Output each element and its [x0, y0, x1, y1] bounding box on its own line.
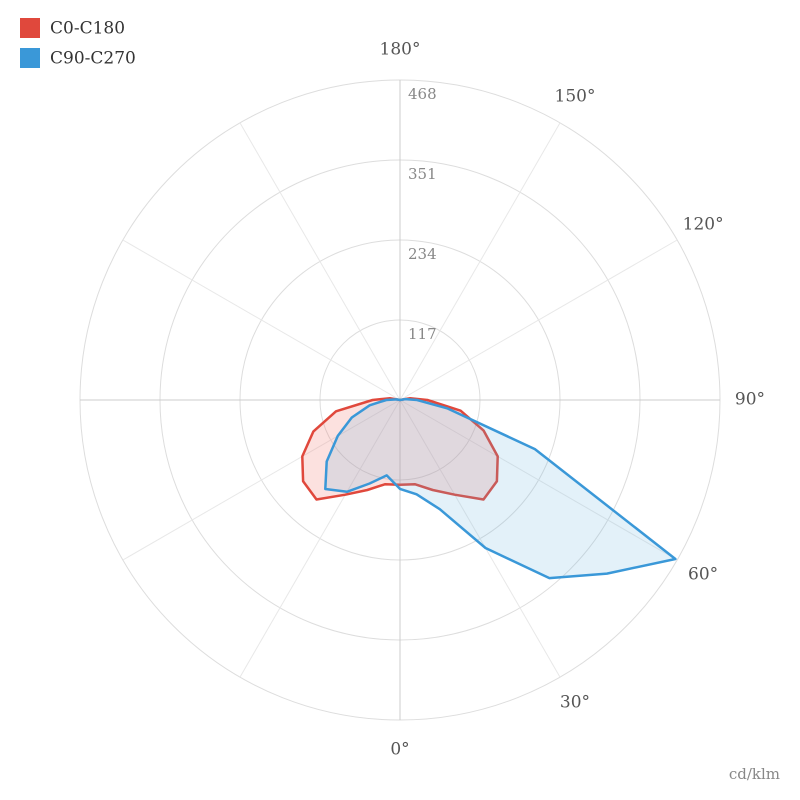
angle-label: 0°: [390, 740, 409, 760]
legend-label: C90-C270: [50, 49, 136, 69]
spoke: [122, 399, 401, 561]
r-tick-label: 351: [408, 165, 437, 183]
angle-label: 60°: [688, 565, 718, 585]
r-tick-label: 468: [408, 85, 437, 103]
spoke: [399, 239, 678, 401]
spoke: [122, 239, 401, 401]
series-curve: [301, 396, 499, 501]
legend-label: C0-C180: [50, 19, 125, 39]
legend-swatch: [20, 48, 40, 68]
spoke: [399, 399, 678, 561]
r-tick-label: 117: [408, 325, 437, 343]
angle-label: 90°: [735, 390, 765, 410]
angle-label: 180°: [380, 40, 421, 60]
legend-swatch: [20, 18, 40, 38]
spoke: [399, 122, 561, 401]
spoke: [399, 399, 561, 678]
unit-label: cd/klm: [729, 765, 780, 783]
angle-label: 150°: [555, 86, 596, 106]
spoke: [239, 122, 401, 401]
angle-label: 120°: [683, 215, 724, 235]
angle-label: 30°: [560, 693, 590, 713]
series-curve: [324, 397, 677, 580]
spoke: [239, 399, 401, 678]
r-tick-label: 234: [408, 245, 437, 263]
